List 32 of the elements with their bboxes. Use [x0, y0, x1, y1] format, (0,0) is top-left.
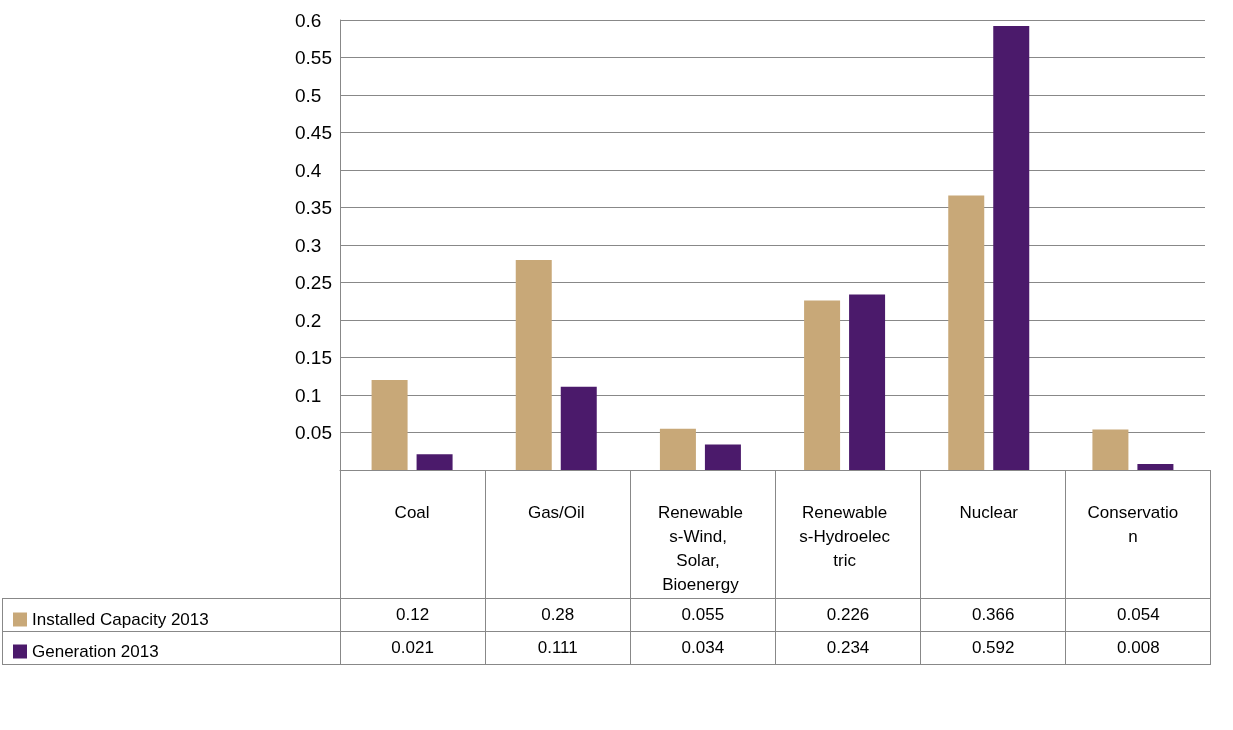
y-tick-label: 0.6 — [295, 9, 322, 31]
data-label: 0.034 — [630, 631, 776, 664]
data-label: 0.592 — [920, 631, 1066, 664]
x-tick-label: Conservation — [1087, 502, 1179, 546]
data-label: 0.12 — [340, 598, 486, 631]
y-tick-label: 0.35 — [295, 197, 332, 218]
x-tick-label: Gas/Oil — [527, 502, 585, 522]
data-label: 0.008 — [1065, 631, 1211, 664]
y-tick-label: 0.25 — [295, 272, 332, 293]
data-label: 0.366 — [920, 598, 1066, 631]
legend-label: Generation 2013 — [32, 642, 159, 661]
y-tick-label: 0.5 — [295, 84, 322, 106]
y-tick-label: 0.05 — [295, 422, 332, 443]
y-tick-label: 0.55 — [295, 47, 332, 68]
data-label: 0.111 — [485, 631, 631, 664]
data-label: 0.054 — [1065, 598, 1211, 631]
x-tick-label: Nuclear — [959, 502, 1019, 522]
y-tick-label: 0.45 — [295, 122, 332, 143]
data-label: 0.234 — [775, 631, 921, 664]
legend-label: Installed Capacity 2013 — [32, 610, 209, 629]
data-label: 0.226 — [775, 598, 921, 631]
x-tick-label: Coal — [394, 502, 430, 522]
y-tick-label: 0.15 — [295, 347, 332, 368]
y-tick-label: 0.1 — [295, 384, 322, 406]
data-label: 0.055 — [630, 598, 776, 631]
data-label: 0.28 — [485, 598, 631, 631]
data-label: 0.021 — [340, 631, 486, 664]
y-tick-label: 0.3 — [295, 234, 322, 256]
y-tick-label: 0.4 — [295, 159, 322, 181]
x-tick-label: Renewables-Hydroelectric — [799, 502, 891, 570]
x-tick-label: Renewables-Wind, Solar, Bioenergy — [657, 502, 743, 594]
y-tick-label: 0.2 — [295, 309, 322, 331]
